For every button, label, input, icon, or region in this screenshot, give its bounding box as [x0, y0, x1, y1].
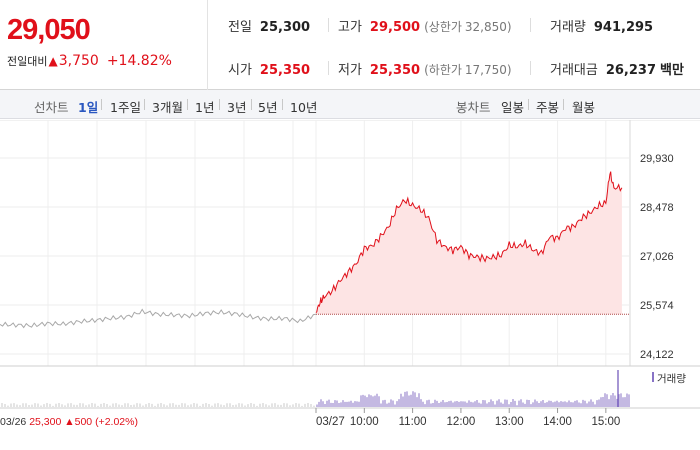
volume-value: 941,295 [593, 20, 654, 35]
y-tick-label: 27,026 [640, 251, 674, 263]
range-3m-tab[interactable]: 3개월 [152, 100, 183, 115]
today-date-label: 03/27 [316, 416, 345, 428]
low-label: 저가 [338, 63, 362, 78]
stat-trade-value: 거래대금 26,237 백만 [550, 59, 684, 78]
range-1w-tab[interactable]: 1주일 [110, 100, 141, 115]
price-box: 29,050 전일대비▲3,750 +14.82% [0, 0, 208, 90]
divider [282, 99, 283, 110]
volume-bars [1, 370, 630, 407]
divider [530, 61, 531, 75]
change-row: 전일대비▲3,750 +14.82% [7, 53, 172, 69]
plot-area [0, 171, 630, 329]
x-tick-label: 15:00 [591, 416, 620, 428]
price-chart: 29,930 28,478 27,026 25,574 24,122 03/26 25,… [0, 120, 700, 428]
range-5y-tab[interactable]: 5년 [258, 100, 278, 115]
divider [144, 99, 145, 110]
low-value: 25,350 [369, 63, 421, 78]
change-label: 전일대비 [7, 55, 48, 68]
change-value: 3,750 [58, 53, 99, 69]
lower-limit-label: (하한가 [424, 63, 462, 77]
lower-limit-value: 17,750) [464, 63, 512, 77]
divider [101, 99, 102, 110]
y-tick-label: 29,930 [640, 153, 674, 165]
line-chart-label: 선차트 [34, 100, 69, 115]
divider [187, 99, 188, 110]
stat-prev-close: 전일 25,300 [228, 16, 310, 35]
divider [219, 99, 220, 110]
y-tick-label: 24,122 [640, 349, 674, 361]
volume-legend: 거래량 [652, 372, 686, 385]
candle-daily-tab[interactable]: 일봉 [501, 100, 525, 115]
volume-legend-swatch [652, 372, 654, 382]
stock-summary: 29,050 전일대비▲3,750 +14.82% 전일 25,300 고가 29,5… [0, 0, 700, 90]
x-axis: 03/26 25,300 ▲500 (+2.02%) 03/27 10:00 11:0… [0, 408, 620, 428]
high-value: 29,500 [369, 20, 421, 35]
range-1y-tab[interactable]: 1년 [195, 100, 215, 115]
x-tick-label: 12:00 [447, 416, 476, 428]
open-value: 25,350 [259, 63, 311, 78]
volume-legend-label: 거래량 [657, 373, 686, 385]
prev-close-value: 25,300 [259, 20, 311, 35]
prev-close-label: 전일 [228, 20, 252, 35]
y-tick-label: 28,478 [640, 202, 674, 214]
divider [328, 61, 329, 75]
today-price-area [316, 171, 622, 315]
up-arrow-icon: ▲ [48, 54, 58, 68]
candle-chart-label: 봉차트 [456, 100, 491, 115]
stats-grid: 전일 25,300 고가 29,500 (상한가 32,850) 거래량 941,295 … [208, 0, 700, 90]
stat-high: 고가 29,500 (상한가 32,850) [338, 16, 512, 35]
divider [528, 99, 529, 110]
stat-open: 시가 25,350 [228, 59, 310, 78]
open-label: 시가 [228, 63, 252, 78]
range-3y-tab[interactable]: 3년 [227, 100, 247, 115]
x-tick-label: 11:00 [399, 416, 427, 428]
change-percent: +14.82% [106, 53, 172, 69]
trade-value-label: 거래대금 [550, 63, 598, 78]
range-10y-tab[interactable]: 10년 [290, 100, 318, 115]
today-price-line [315, 171, 623, 313]
divider [563, 99, 564, 110]
upper-limit-label: (상한가 [424, 20, 462, 34]
y-tick-label: 25,574 [640, 300, 674, 312]
prev-day-price-line [0, 308, 317, 329]
volume-label: 거래량 [550, 20, 586, 35]
current-price: 29,050 [7, 14, 91, 46]
candle-monthly-tab[interactable]: 월봉 [572, 100, 596, 115]
x-tick-label: 13:00 [495, 416, 524, 428]
x-tick-label: 10:00 [350, 416, 379, 428]
divider [328, 18, 329, 32]
divider [251, 99, 252, 110]
stat-low: 저가 25,350 (하한가 17,750) [338, 59, 512, 78]
x-tick-label: 14:00 [543, 416, 572, 428]
trade-value: 26,237 [605, 63, 657, 78]
y-axis-ticks: 29,930 28,478 27,026 25,574 24,122 [640, 153, 674, 361]
stat-volume: 거래량 941,295 [550, 16, 653, 35]
prev-day-label: 03/26 25,300 ▲500 (+2.02%) [0, 416, 138, 428]
upper-limit-value: 32,850) [464, 20, 512, 34]
divider [530, 18, 531, 32]
high-label: 고가 [338, 20, 362, 35]
trade-value-unit: 백만 [660, 63, 684, 78]
range-1d-tab[interactable]: 1일 [78, 100, 99, 115]
candle-weekly-tab[interactable]: 주봉 [536, 100, 560, 115]
chart-toolbar: 선차트 1일 1주일 3개월 1년 3년 5년 10년 봉차트 일봉 주봉 월봉 [0, 90, 700, 119]
